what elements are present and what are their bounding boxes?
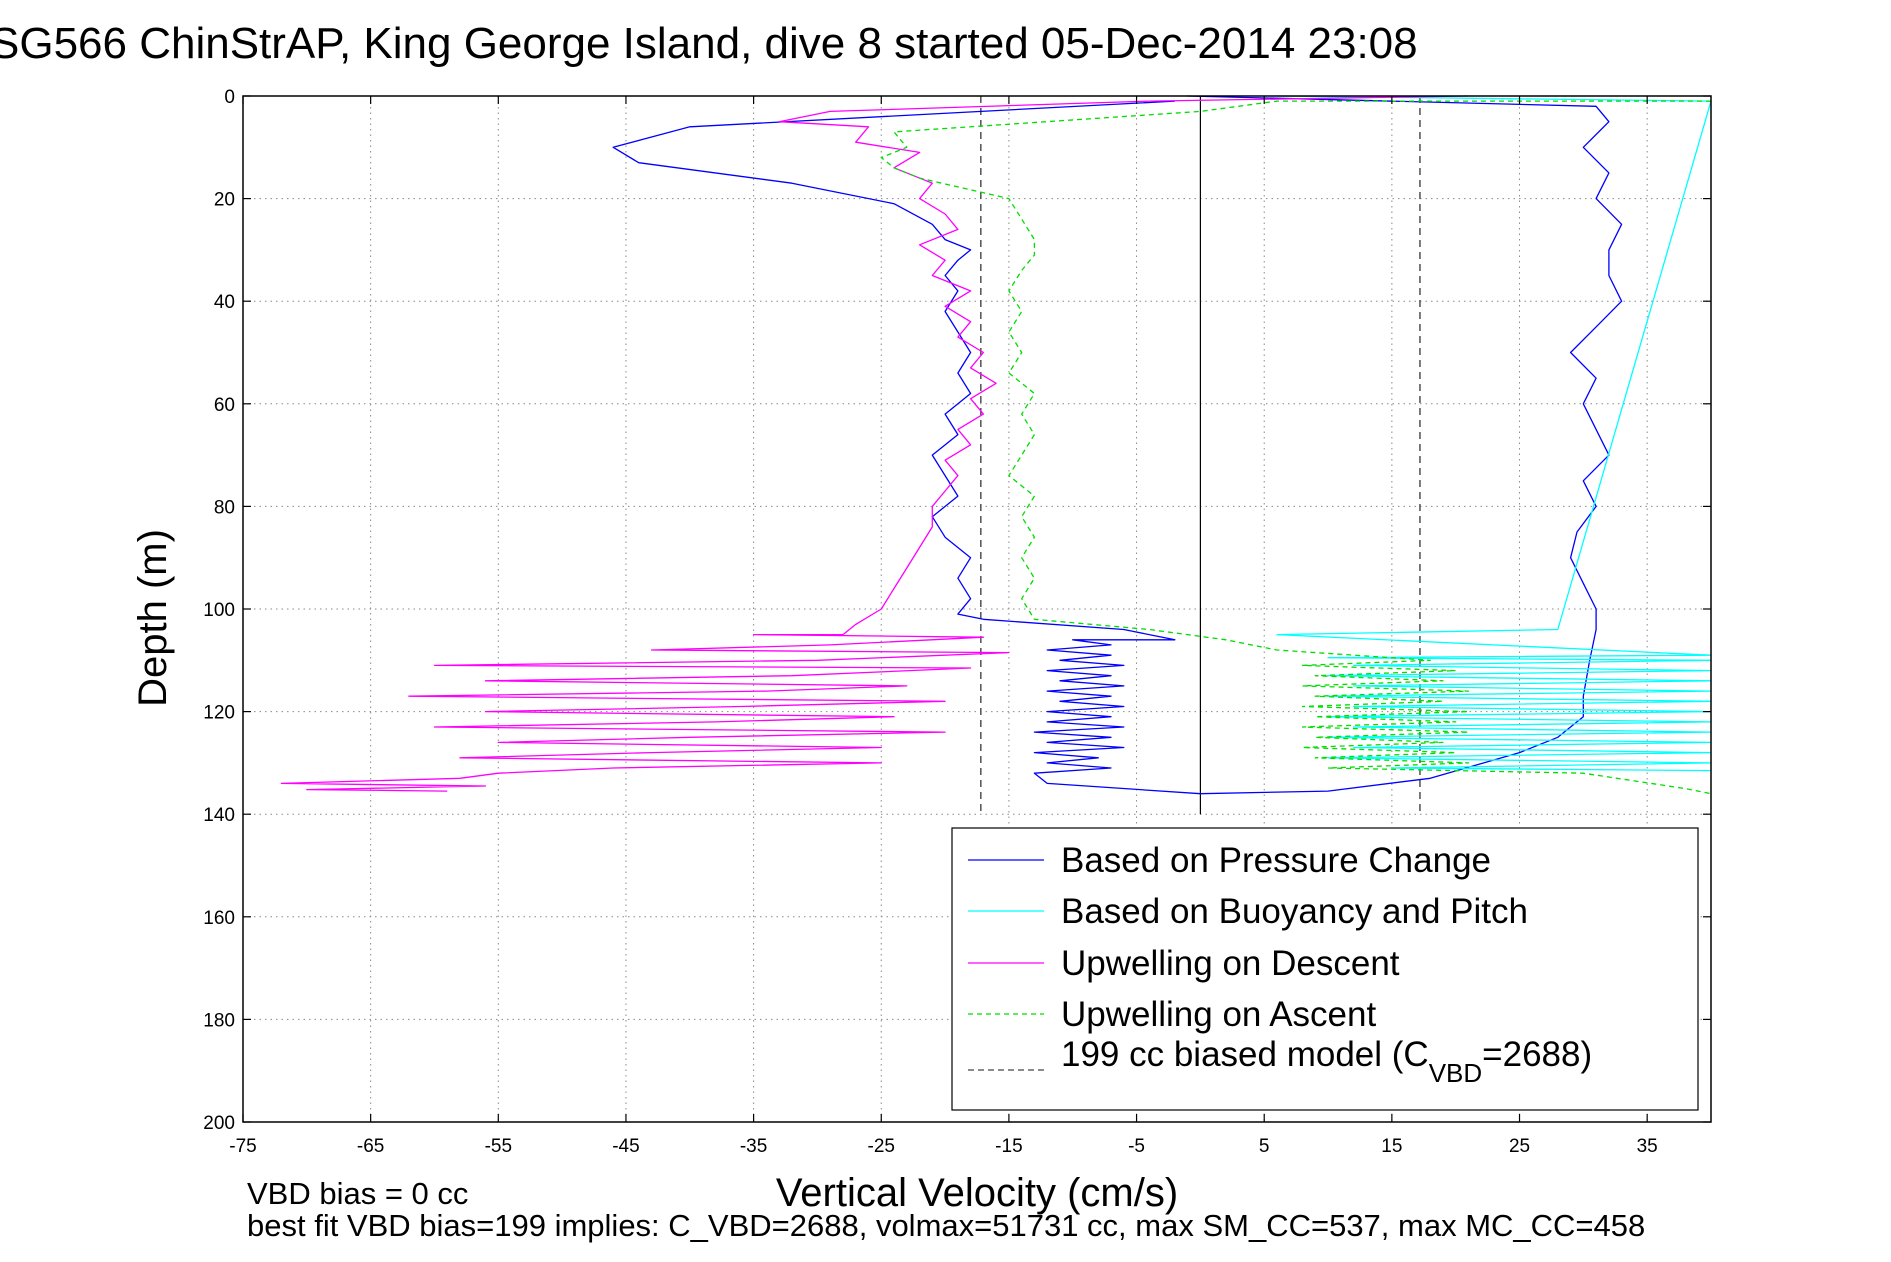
series-upwell_descent <box>280 95 1469 792</box>
x-tick-label: -65 <box>357 1136 384 1157</box>
legend-label-upwell-ascent: Upwelling on Ascent <box>1061 995 1376 1034</box>
x-tick-label: -25 <box>868 1136 895 1157</box>
y-tick-label: 100 <box>203 600 235 621</box>
legend-label-model: 199 cc biased model (CVBD=2688) <box>1061 1035 1592 1088</box>
x-tick-label: -55 <box>485 1136 512 1157</box>
series-lines <box>280 95 1712 795</box>
y-tick-label: 40 <box>214 292 235 313</box>
y-tick-label: 200 <box>203 1113 235 1134</box>
y-tick-label: 160 <box>203 908 235 929</box>
legend-label-pressure: Based on Pressure Change <box>1061 841 1491 880</box>
x-axis-ticks: -75 -65 -55 -45 -35 -25 -15 -5 5 15 25 35 <box>229 96 1658 1157</box>
x-tick-label: -5 <box>1128 1136 1145 1157</box>
x-tick-label: 25 <box>1509 1136 1530 1157</box>
footer-best-fit: best fit VBD bias=199 implies: C_VBD=268… <box>247 1208 1645 1243</box>
y-axis-ticks: 0 20 40 60 80 100 120 140 160 180 200 <box>203 87 1711 1134</box>
y-tick-label: 20 <box>214 190 235 211</box>
y-axis-label: Depth (m) <box>131 529 175 707</box>
x-tick-label: 5 <box>1259 1136 1270 1157</box>
x-tick-label: 35 <box>1637 1136 1658 1157</box>
y-tick-label: 120 <box>203 703 235 724</box>
series-buoyancy <box>1276 95 1712 772</box>
x-tick-label: -35 <box>740 1136 767 1157</box>
x-tick-label: 15 <box>1381 1136 1402 1157</box>
x-tick-label: -75 <box>229 1136 256 1157</box>
chart-title: SG566 ChinStrAP, King George Island, div… <box>0 19 1418 68</box>
legend-label-upwell-descent: Upwelling on Descent <box>1061 944 1400 983</box>
y-tick-label: 0 <box>224 87 235 108</box>
legend-label-buoyancy: Based on Buoyancy and Pitch <box>1061 892 1528 931</box>
y-tick-label: 80 <box>214 497 235 518</box>
x-tick-label: -45 <box>612 1136 639 1157</box>
legend-box <box>951 827 1699 1111</box>
footer-vbd-bias: VBD bias = 0 cc <box>247 1176 468 1211</box>
x-tick-label: -15 <box>995 1136 1022 1157</box>
legend: Based on Pressure Change Based on Buoyan… <box>951 827 1699 1111</box>
y-tick-label: 140 <box>203 805 235 826</box>
y-tick-label: 60 <box>214 395 235 416</box>
model-lines <box>980 96 1421 815</box>
series-upwell_ascent <box>880 100 1712 795</box>
series-pressure <box>612 95 1623 795</box>
y-tick-label: 180 <box>203 1010 235 1031</box>
x-axis-label: Vertical Velocity (cm/s) <box>776 1171 1178 1215</box>
